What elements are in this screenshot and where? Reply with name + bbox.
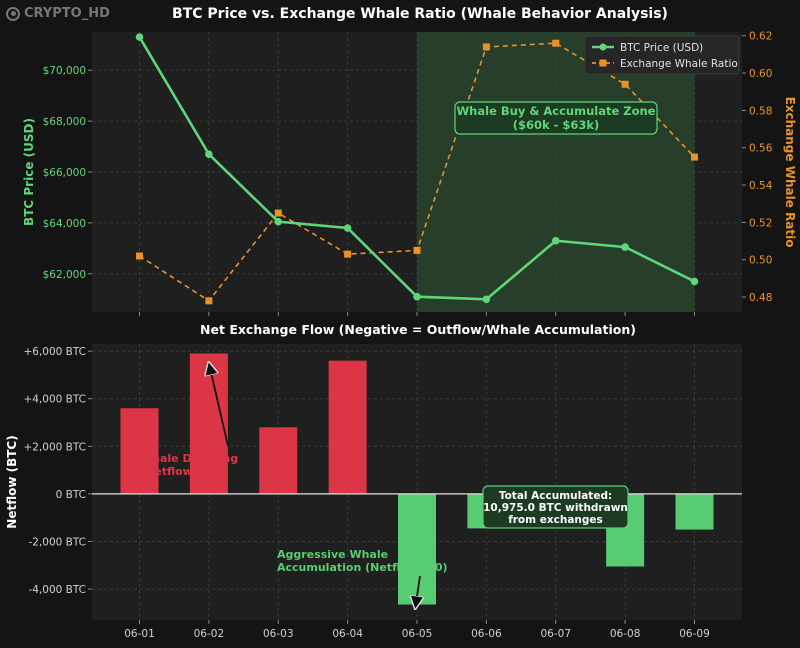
price-point — [274, 217, 283, 226]
top-y2-tick-label: 0.52 — [749, 217, 772, 229]
ratio-point — [413, 246, 421, 254]
x-tick-label: 06-08 — [610, 628, 641, 640]
top-y-tick-label: $62,000 — [43, 269, 86, 281]
legend-price-marker — [599, 43, 607, 51]
x-tick-label: 06-04 — [332, 628, 363, 640]
bottom-y-axis-label: Netflow (BTC) — [5, 435, 19, 528]
x-tick-label: 06-09 — [679, 628, 710, 640]
top-chart-title: BTC Price vs. Exchange Whale Ratio (Whal… — [172, 6, 668, 22]
price-point — [482, 295, 491, 304]
top-y-tick-label: $66,000 — [43, 167, 86, 179]
zone-annotation-line2: ($60k - $63k) — [513, 118, 600, 132]
bottom-y-tick-label: 0 BTC — [56, 489, 86, 501]
ratio-point — [205, 297, 213, 305]
top-y2-tick-label: 0.62 — [749, 31, 772, 43]
x-tick-label: 06-03 — [263, 628, 294, 640]
bottom-chart-title: Net Exchange Flow (Negative = Outflow/Wh… — [200, 322, 636, 337]
x-tick-label: 06-07 — [540, 628, 571, 640]
accumulation-annotation-line2: Accumulation (Netflow < 0) — [277, 561, 448, 574]
total-annotation-line2: 10,975.0 BTC withdrawn — [483, 502, 628, 514]
outflow-bar — [398, 493, 436, 605]
top-y2-tick-label: 0.60 — [749, 68, 772, 80]
total-annotation-line1: Total Accumulated: — [499, 490, 612, 502]
bottom-y-tick-label: +6,000 BTC — [23, 346, 86, 358]
top-y2-axis-label: Exchange Whale Ratio — [783, 97, 797, 248]
x-tick-label: 06-01 — [124, 628, 155, 640]
legend: BTC Price (USD) Exchange Whale Ratio — [584, 35, 740, 75]
top-y-tick-label: $68,000 — [43, 116, 86, 128]
accumulation-annotation: Aggressive Whale Accumulation (Netflow <… — [277, 548, 448, 603]
price-point — [690, 277, 699, 286]
dumping-arrow — [210, 368, 229, 447]
legend-price-label: BTC Price (USD) — [620, 42, 703, 54]
ratio-point — [274, 209, 282, 217]
top-y-tick-label: $70,000 — [43, 65, 86, 77]
watermark-logo-icon — [6, 6, 20, 21]
accumulation-arrow — [416, 575, 420, 603]
price-point — [343, 224, 352, 232]
price-point — [135, 33, 144, 41]
x-tick-label: 06-05 — [402, 628, 433, 640]
bottom-y-tick-label: -2,000 BTC — [28, 536, 86, 548]
top-y2-tick-label: 0.50 — [749, 255, 772, 267]
ratio-point — [552, 39, 560, 47]
price-point — [205, 150, 213, 158]
x-tick-label: 06-06 — [471, 628, 502, 640]
ratio-point — [344, 250, 352, 258]
legend-ratio-marker — [599, 59, 607, 67]
top-y2-tick-label: 0.56 — [749, 143, 773, 155]
dumping-annotation-line1: Whale Dumping — [140, 452, 238, 465]
ratio-point — [136, 252, 143, 260]
dumping-annotation-line2: (Netflow > 0) — [140, 465, 222, 478]
top-y-tick-label: $64,000 — [43, 218, 86, 230]
accumulation-annotation-line1: Aggressive Whale — [277, 548, 388, 561]
dumping-annotation: Whale Dumping (Netflow > 0) — [140, 368, 238, 478]
top-y-axis-label: BTC Price (USD) — [22, 118, 36, 226]
x-tick-label: 06-02 — [194, 628, 225, 640]
top-y2-tick-label: 0.54 — [749, 180, 773, 192]
price-point — [413, 292, 421, 301]
inflow-bar — [259, 427, 298, 494]
watermark: CRYPTO_HD — [6, 6, 110, 21]
watermark-text: CRYPTO_HD — [24, 6, 110, 21]
outflow-bar — [675, 493, 714, 530]
top-y2-tick-label: 0.58 — [749, 105, 772, 117]
zone-annotation: Whale Buy & Accumulate Zone ($60k - $63k… — [454, 101, 658, 135]
inflow-bar — [189, 353, 228, 494]
accumulate-zone — [417, 32, 695, 312]
price-point — [551, 236, 560, 245]
legend-ratio-label: Exchange Whale Ratio — [620, 58, 738, 70]
zone-annotation-line1: Whale Buy & Accumulate Zone — [457, 104, 656, 118]
total-annotation-line3: from exchanges — [508, 514, 603, 526]
inflow-bar — [120, 408, 159, 494]
bottom-y-tick-label: +4,000 BTC — [23, 394, 86, 406]
inflow-bar — [328, 360, 367, 494]
bottom-y-tick-label: -4,000 BTC — [28, 584, 86, 596]
ratio-point — [482, 43, 490, 51]
ratio-point — [691, 153, 698, 161]
ratio-point — [621, 80, 629, 88]
total-annotation: Total Accumulated: 10,975.0 BTC withdraw… — [482, 485, 629, 529]
top-y2-tick-label: 0.48 — [749, 292, 772, 304]
bottom-y-tick-label: +2,000 BTC — [23, 441, 86, 453]
price-point — [621, 243, 629, 251]
